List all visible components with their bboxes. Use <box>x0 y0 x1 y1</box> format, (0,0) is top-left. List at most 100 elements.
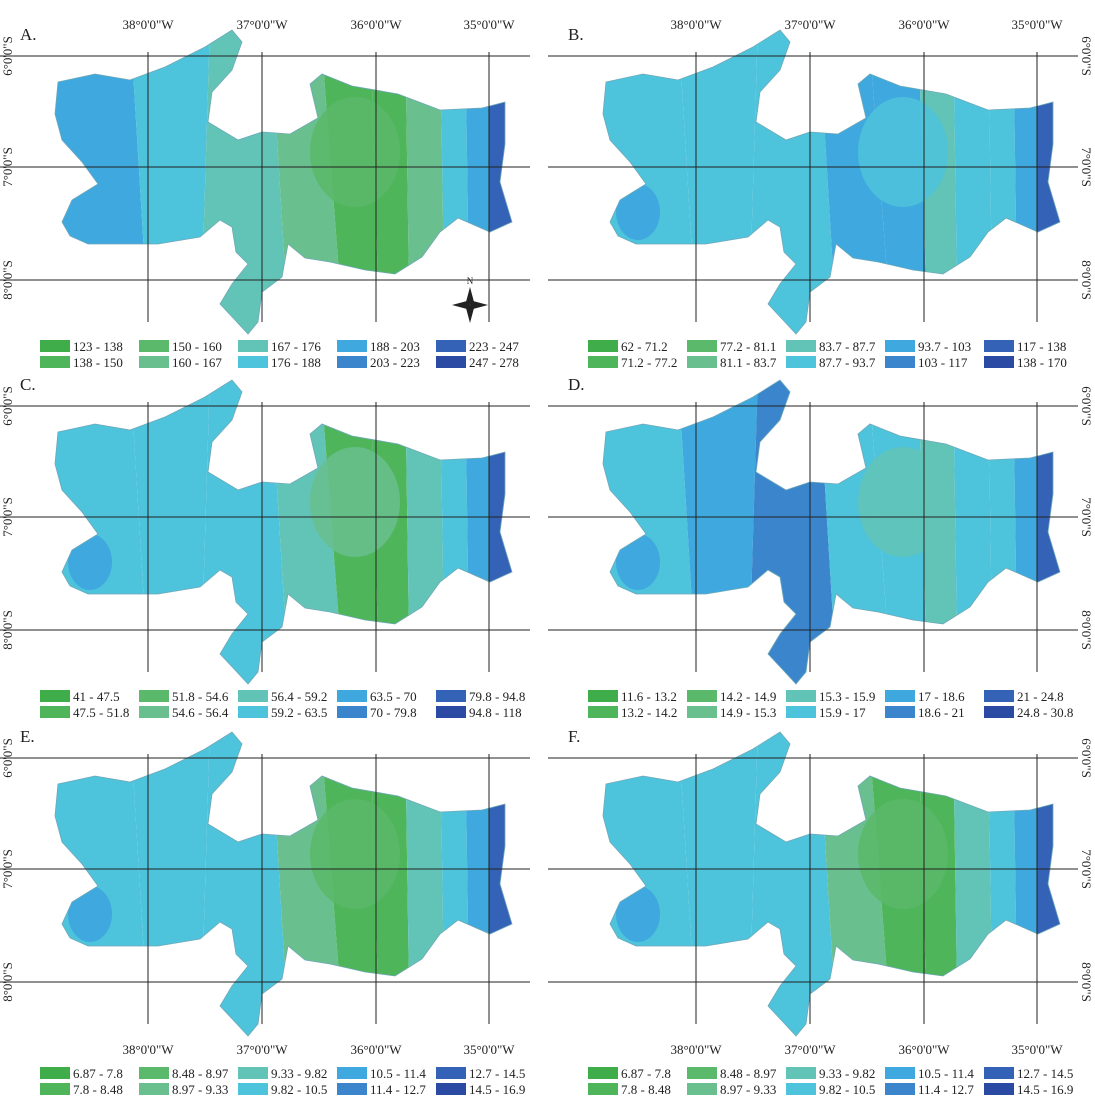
panel-label: E. <box>20 727 35 746</box>
legend-label: 12.7 - 14.5 <box>469 1066 525 1081</box>
legend-swatch <box>984 690 1014 702</box>
legend-label: 11.4 - 12.7 <box>370 1082 426 1097</box>
legend-swatch <box>588 1067 618 1079</box>
map-region <box>200 380 290 684</box>
map-panel-e: E. 38°0'0"W 37°0'0"W 36°0'0"W 35°0'0"W 6°0'0"… <box>0 727 530 1097</box>
legend-swatch <box>687 1067 717 1079</box>
legend-swatch <box>436 1083 466 1095</box>
legend-swatch <box>436 1067 466 1079</box>
legend-label: 24.8 - 30.8 <box>1017 705 1073 720</box>
latitude-label: 6°0'0"S <box>1079 36 1094 76</box>
legend-label: 13.2 - 14.2 <box>621 705 677 720</box>
legend-label: 8.48 - 8.97 <box>720 1066 777 1081</box>
longitude-label: 38°0'0"W <box>670 1042 722 1057</box>
legend-label: 87.7 - 93.7 <box>819 355 876 370</box>
legend-swatch <box>40 1083 70 1095</box>
legend-swatch <box>786 356 816 368</box>
legend-swatch <box>139 356 169 368</box>
legend-label: 9.33 - 9.82 <box>271 1066 327 1081</box>
legend-swatch <box>40 340 70 352</box>
legend-swatch <box>786 690 816 702</box>
map-region <box>370 380 410 684</box>
legend-label: 9.33 - 9.82 <box>819 1066 875 1081</box>
legend-swatch <box>984 706 1014 718</box>
map-region <box>1013 30 1038 334</box>
legend-label: 203 - 223 <box>370 355 420 370</box>
legend-swatch <box>588 1083 618 1095</box>
legend-label: 8.97 - 9.33 <box>172 1082 228 1097</box>
legend-label: 10.5 - 11.4 <box>370 1066 426 1081</box>
legend-label: 103 - 117 <box>918 355 968 370</box>
map-region <box>440 732 470 1036</box>
legend-label: 62 - 71.2 <box>621 339 668 354</box>
legend-label: 63.5 - 70 <box>370 689 417 704</box>
map-panel-a: A. 38°0'0"W 37°0'0"W 36°0'0"W 35°0'0"W 6°0'0"… <box>0 17 530 370</box>
longitude-label: 36°0'0"W <box>350 17 402 32</box>
legend-swatch <box>984 340 1014 352</box>
map-region <box>200 732 290 1036</box>
latitude-label: 6°0'0"S <box>0 36 15 76</box>
longitude-label: 36°0'0"W <box>350 1042 402 1057</box>
legend-label: 15.9 - 17 <box>819 705 866 720</box>
legend-swatch <box>588 706 618 718</box>
map-region <box>68 534 112 590</box>
legend-label: 41 - 47.5 <box>73 689 120 704</box>
map-panel-c: C. 6°0'0"S 7°0'0"S 8°0'0"S 41 - 47.547.5 - 5… <box>0 375 530 720</box>
latitude-label: 6°0'0"S <box>0 738 15 778</box>
legend-swatch <box>139 1067 169 1079</box>
longitude-label: 37°0'0"W <box>236 1042 288 1057</box>
map-region <box>130 732 210 1036</box>
north-arrow-icon: N <box>452 276 488 323</box>
legend-swatch <box>588 340 618 352</box>
legend-label: 223 - 247 <box>469 339 519 354</box>
legend-label: 8.97 - 9.33 <box>720 1082 776 1097</box>
legend-label: 70 - 79.8 <box>370 705 417 720</box>
legend-label: 7.8 - 8.48 <box>621 1082 671 1097</box>
longitude-label: 37°0'0"W <box>236 17 288 32</box>
legend-swatch <box>238 1067 268 1079</box>
latitude-label: 7°0'0"S <box>0 849 15 889</box>
legend-label: 188 - 203 <box>370 339 420 354</box>
legend-label: 79.8 - 94.8 <box>469 689 525 704</box>
legend-swatch <box>436 356 466 368</box>
legend-swatch <box>238 706 268 718</box>
longitude-label: 35°0'0"W <box>1011 1042 1063 1057</box>
legend-label: 11.6 - 13.2 <box>621 689 677 704</box>
legend-swatch <box>687 690 717 702</box>
legend-label: 160 - 167 <box>172 355 222 370</box>
map-region <box>405 380 445 684</box>
latitude-label: 7°0'0"S <box>1079 849 1094 889</box>
latitude-label: 6°0'0"S <box>1079 386 1094 426</box>
map-region <box>130 380 210 684</box>
map-region <box>678 732 758 1036</box>
legend-label: 81.1 - 83.7 <box>720 355 777 370</box>
map-region <box>918 30 958 334</box>
legend-swatch <box>337 356 367 368</box>
legend-label: 77.2 - 81.1 <box>720 339 776 354</box>
map-region <box>370 30 410 334</box>
legend-label: 9.82 - 10.5 <box>819 1082 875 1097</box>
longitude-label: 35°0'0"W <box>463 1042 515 1057</box>
legend-label: 138 - 150 <box>73 355 123 370</box>
map-region <box>953 732 993 1036</box>
state-map <box>603 732 1060 1036</box>
legend-label: 247 - 278 <box>469 355 519 370</box>
legend-swatch <box>885 356 915 368</box>
map-region <box>465 732 490 1036</box>
legend-label: 51.8 - 54.6 <box>172 689 229 704</box>
legend-label: 94.8 - 118 <box>469 705 522 720</box>
latitude-label: 8°0'0"S <box>0 962 15 1002</box>
state-map <box>55 732 512 1036</box>
map-region <box>68 886 112 942</box>
longitude-label: 38°0'0"W <box>122 1042 174 1057</box>
map-region <box>130 30 210 334</box>
map-region <box>748 732 838 1036</box>
state-map <box>55 30 512 334</box>
map-region <box>310 799 400 909</box>
legend-swatch <box>139 706 169 718</box>
legend-label: 14.5 - 16.9 <box>469 1082 525 1097</box>
panel-label: F. <box>568 727 580 746</box>
legend-label: 138 - 170 <box>1017 355 1067 370</box>
map-region <box>370 732 410 1036</box>
map-region <box>488 380 512 684</box>
